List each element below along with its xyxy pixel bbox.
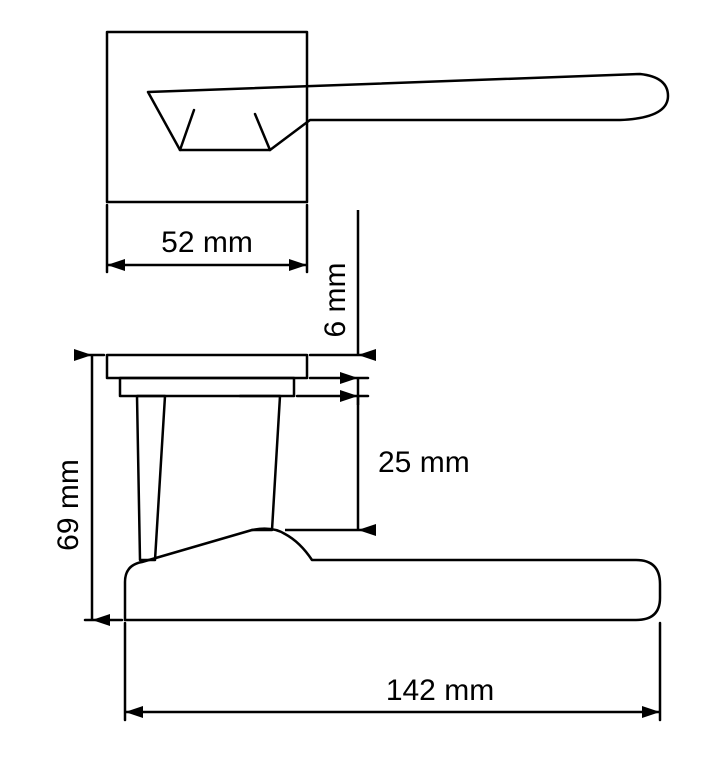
top-lever-facet-2 xyxy=(255,114,270,150)
handle-dimension-drawing: 52 mm 6 mm 25 mm 69 mm 142 mm xyxy=(0,0,722,779)
dim-25-label: 25 mm xyxy=(378,446,470,479)
side-plate xyxy=(107,355,307,378)
top-lever-outline xyxy=(148,74,668,150)
side-rose xyxy=(120,378,294,396)
side-post-right xyxy=(240,396,280,530)
dim-69-label: 69 mm xyxy=(52,459,85,551)
side-lever xyxy=(125,529,660,620)
dim-142-label: 142 mm xyxy=(386,674,494,707)
dim-52-label: 52 mm xyxy=(161,226,253,259)
top-backplate xyxy=(107,32,307,202)
dim-6-label: 6 mm xyxy=(319,263,352,338)
top-lever-facet-1 xyxy=(180,110,194,150)
side-post-left xyxy=(137,396,165,560)
